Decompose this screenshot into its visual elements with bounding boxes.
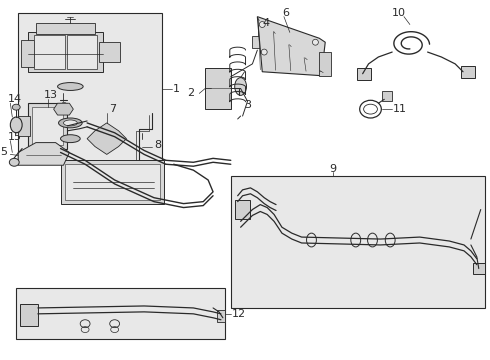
Bar bbox=[66, 164, 160, 200]
Ellipse shape bbox=[313, 39, 318, 45]
Bar bbox=[21, 40, 34, 67]
Bar bbox=[20, 304, 38, 326]
Ellipse shape bbox=[57, 82, 83, 90]
Text: 3: 3 bbox=[245, 100, 251, 110]
Text: 14: 14 bbox=[7, 94, 22, 104]
Polygon shape bbox=[87, 123, 126, 154]
Bar bbox=[461, 66, 475, 78]
Polygon shape bbox=[257, 17, 325, 76]
Bar bbox=[205, 68, 231, 109]
Bar bbox=[357, 68, 370, 80]
Ellipse shape bbox=[261, 49, 267, 55]
Bar bbox=[319, 52, 331, 76]
Text: 10: 10 bbox=[392, 8, 406, 18]
Bar bbox=[68, 35, 97, 69]
Bar bbox=[252, 36, 264, 48]
Text: 8: 8 bbox=[154, 140, 161, 149]
Text: 1: 1 bbox=[172, 85, 180, 94]
Bar bbox=[382, 91, 392, 101]
Ellipse shape bbox=[9, 158, 19, 166]
Text: 15: 15 bbox=[7, 132, 22, 142]
Bar bbox=[61, 160, 164, 204]
Ellipse shape bbox=[12, 104, 20, 110]
Text: 6: 6 bbox=[282, 8, 289, 18]
Polygon shape bbox=[53, 103, 74, 115]
Text: 2: 2 bbox=[188, 89, 195, 98]
Text: 4: 4 bbox=[262, 18, 270, 28]
Text: 5: 5 bbox=[0, 148, 7, 157]
Bar bbox=[235, 200, 250, 219]
Ellipse shape bbox=[64, 120, 77, 126]
Ellipse shape bbox=[235, 78, 246, 95]
Bar bbox=[473, 263, 485, 274]
Bar bbox=[99, 42, 120, 62]
Ellipse shape bbox=[58, 118, 82, 128]
Ellipse shape bbox=[259, 22, 265, 27]
Polygon shape bbox=[18, 143, 70, 165]
Text: 11: 11 bbox=[393, 104, 407, 114]
Ellipse shape bbox=[10, 117, 22, 133]
Bar bbox=[18, 116, 30, 136]
Bar bbox=[36, 23, 95, 34]
Bar bbox=[28, 32, 103, 72]
Text: 12: 12 bbox=[232, 309, 246, 319]
Text: 7: 7 bbox=[109, 104, 116, 114]
Bar bbox=[18, 13, 162, 162]
Bar bbox=[32, 107, 64, 145]
Text: 13: 13 bbox=[44, 90, 58, 100]
Bar bbox=[34, 35, 66, 69]
Bar bbox=[231, 176, 485, 308]
Bar bbox=[28, 103, 68, 149]
Ellipse shape bbox=[61, 135, 80, 143]
Bar bbox=[16, 288, 225, 339]
Bar bbox=[217, 310, 225, 322]
Text: 9: 9 bbox=[329, 164, 336, 174]
